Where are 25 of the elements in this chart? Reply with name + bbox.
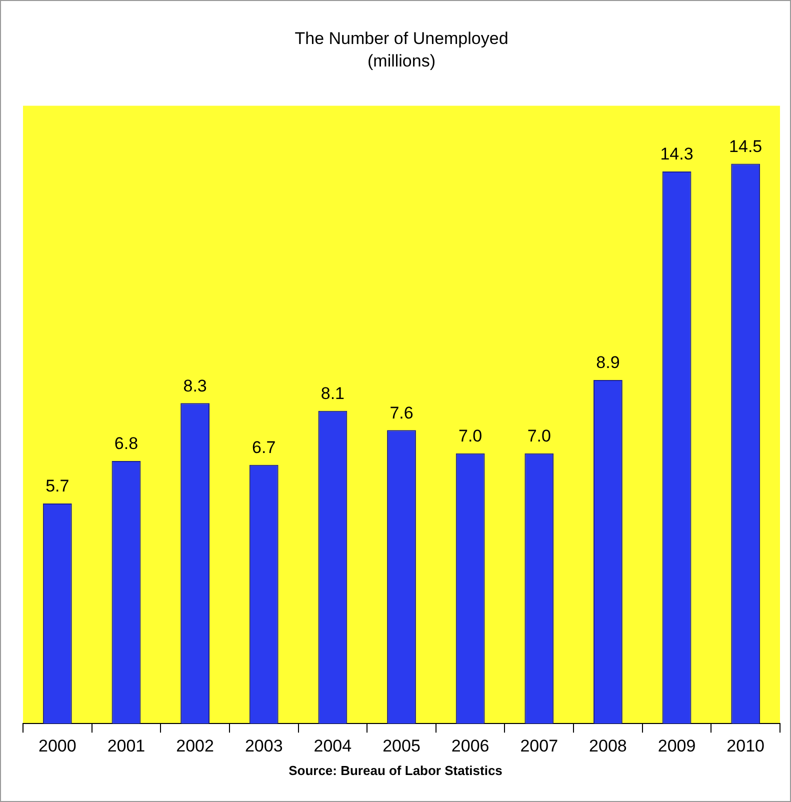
x-tick-label: 2000 [38,736,76,756]
data-label: 7.6 [390,403,414,422]
chart-title: The Number of Unemployed [294,28,508,48]
data-label: 7.0 [527,426,551,446]
x-tick-label: 2002 [176,736,214,756]
data-label: 8.3 [183,376,207,396]
x-tick-label: 2005 [382,736,420,756]
data-label: 8.9 [596,353,620,372]
x-tick-label: 2003 [244,736,283,756]
data-label: 8.1 [320,384,344,404]
x-tick-label: 2009 [658,736,696,756]
x-tick-label: 2001 [107,736,146,756]
source-note: Source: Bureau of Labor Statistics [288,763,504,778]
x-tick-label: 2008 [589,736,627,756]
data-label: 14.5 [729,136,762,156]
x-tick-label: 2004 [314,736,352,756]
data-label: 5.7 [46,476,70,496]
data-label: 6.8 [114,434,138,454]
x-tick-label: 2007 [520,736,558,756]
chart-subtitle: (millions) [368,51,436,70]
data-label: 14.3 [660,144,694,164]
x-tick-label: 2006 [451,736,490,756]
data-label: 7.0 [458,426,482,446]
data-label: 6.7 [252,438,276,458]
x-tick-label: 2010 [726,736,765,756]
